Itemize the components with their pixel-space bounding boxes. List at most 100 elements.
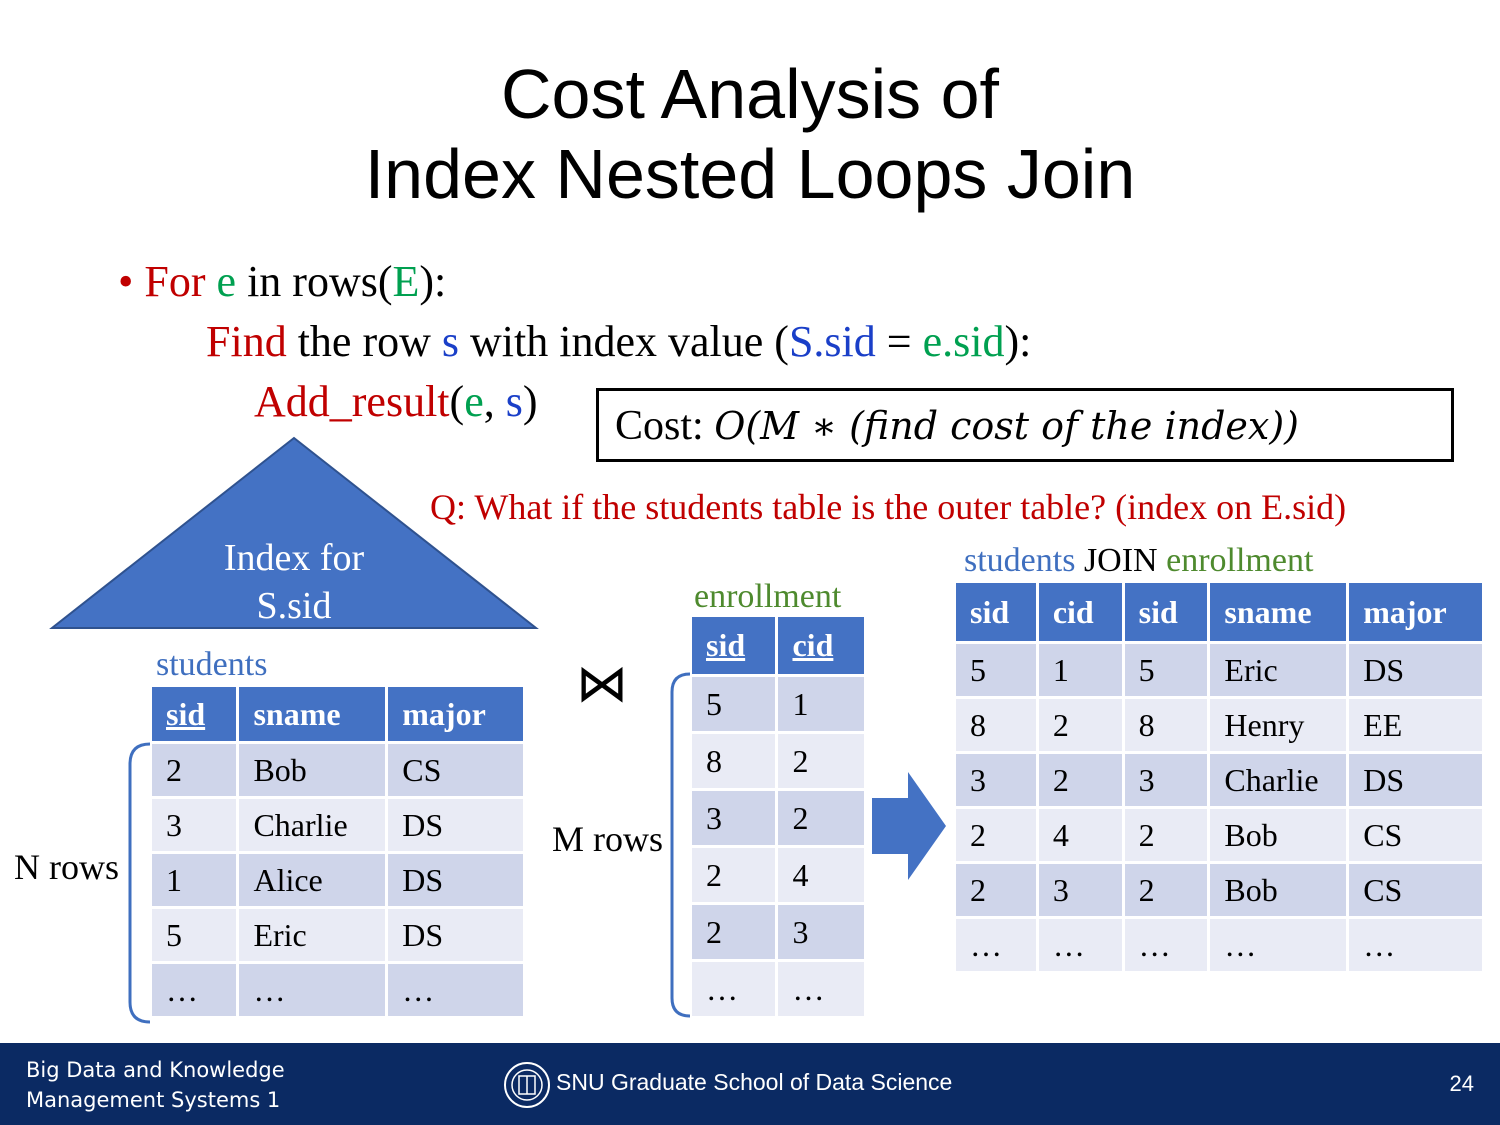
algorithm-line-1: • For e in rows(E): <box>118 258 446 306</box>
table-cell: DS <box>1349 644 1482 696</box>
table-row: 3 2 <box>692 791 864 845</box>
result-table: sid cid sid sname major 5 1 5 Eric DS 8 … <box>953 580 1485 974</box>
table-cell: 2 <box>1124 809 1208 861</box>
column-header: sid <box>1124 583 1208 641</box>
table-cell: 2 <box>956 864 1036 916</box>
text-comma: , <box>483 377 495 426</box>
cost-label: Cost: <box>615 403 704 449</box>
table-cell: … <box>1349 919 1482 971</box>
keyword-find: Find <box>206 317 287 366</box>
table-row: 8 2 <box>692 734 864 788</box>
column-header: cid <box>778 617 864 674</box>
column-header: major <box>1349 583 1482 641</box>
join-symbol: ⋈ <box>576 654 628 714</box>
table-cell: 2 <box>152 744 237 796</box>
table-cell: Charlie <box>1210 754 1347 806</box>
m-rows-bracket <box>670 672 691 1018</box>
table-cell: DS <box>388 799 523 851</box>
table-cell: 4 <box>1038 809 1122 861</box>
table-row: 2 4 <box>692 848 864 902</box>
index-triangle <box>49 436 539 629</box>
column-header: sid <box>152 687 237 741</box>
question-text: Q: What if the students table is the out… <box>430 487 1347 527</box>
table-cell: 2 <box>1124 864 1208 916</box>
right-arrow-icon <box>872 772 946 880</box>
table-cell: 2 <box>778 734 864 788</box>
table-cell: 8 <box>956 699 1036 751</box>
result-label-join: JOIN <box>1083 542 1158 579</box>
keyword-for: For <box>144 257 206 306</box>
table-row: 3 Charlie DS <box>152 799 523 851</box>
table-cell: 5 <box>1124 644 1208 696</box>
table-cell: Bob <box>239 744 386 796</box>
table-cell: 2 <box>1038 699 1122 751</box>
table-cell: Charlie <box>239 799 386 851</box>
table-cell: 2 <box>778 791 864 845</box>
page-number: 24 <box>1449 1071 1474 1096</box>
table-cell: DS <box>1349 754 1482 806</box>
table-row: 2 3 <box>692 905 864 959</box>
n-rows-bracket <box>128 742 151 1024</box>
var-s: s <box>505 377 523 426</box>
table-cell: EE <box>1349 699 1482 751</box>
column-header: cid <box>1038 583 1122 641</box>
text-in-rows: in rows( <box>247 257 393 306</box>
table-cell: Eric <box>1210 644 1347 696</box>
table-row: … … … … … <box>956 919 1482 971</box>
table-cell: Bob <box>1210 864 1347 916</box>
table-cell: 1 <box>152 854 237 906</box>
table-cell: Eric <box>239 909 386 961</box>
table-cell: DS <box>388 854 523 906</box>
table-row: 5 1 5 Eric DS <box>956 644 1482 696</box>
enrollment-label: enrollment <box>694 578 842 615</box>
result-label-enrollment: enrollment <box>1166 542 1314 579</box>
table-cell: … <box>692 962 776 1016</box>
table-row: … … <box>692 962 864 1016</box>
var-e: e <box>464 377 484 426</box>
table-cell: 2 <box>692 905 776 959</box>
table-cell: CS <box>388 744 523 796</box>
text-eq: = <box>886 317 912 366</box>
students-label: students <box>156 646 268 683</box>
text-close: ): <box>419 257 447 306</box>
table-cell: 5 <box>956 644 1036 696</box>
table-cell: 2 <box>692 848 776 902</box>
students-table: sid sname major 2 Bob CS 3 Charlie DS 1 … <box>149 684 526 1019</box>
table-row: 2 Bob CS <box>152 744 523 796</box>
var-e: e <box>216 257 237 306</box>
school-name: SNU Graduate School of Data Science <box>556 1069 953 1095</box>
table-cell: 8 <box>1124 699 1208 751</box>
table-cell: … <box>1124 919 1208 971</box>
table-header-row: sid cid <box>692 617 864 674</box>
course-name-line1: Big Data and Knowledge <box>26 1058 285 1082</box>
table-cell: 3 <box>956 754 1036 806</box>
cost-formula: O(M ∗ (find cost of the index)) <box>714 404 1299 448</box>
table-cell: … <box>956 919 1036 971</box>
table-cell: … <box>1038 919 1122 971</box>
var-E: E <box>392 257 420 306</box>
table-row: 3 2 3 Charlie DS <box>956 754 1482 806</box>
table-cell: 2 <box>956 809 1036 861</box>
table-cell: 5 <box>152 909 237 961</box>
table-cell: Bob <box>1210 809 1347 861</box>
table-row: 8 2 8 Henry EE <box>956 699 1482 751</box>
algorithm-line-3: Add_result(e, s) <box>254 378 538 426</box>
table-cell: 1 <box>1038 644 1122 696</box>
index-label-line2: S.sid <box>256 585 332 627</box>
text-close: ) <box>522 377 538 426</box>
table-cell: 3 <box>778 905 864 959</box>
table-cell: 5 <box>692 677 776 731</box>
table-row: 1 Alice DS <box>152 854 523 906</box>
text-close: ): <box>1004 317 1032 366</box>
table-cell: … <box>388 964 523 1016</box>
table-header-row: sid sname major <box>152 687 523 741</box>
algorithm-line-2: Find the row s with index value (S.sid =… <box>206 318 1031 366</box>
table-cell: 8 <box>692 734 776 788</box>
column-header: major <box>388 687 523 741</box>
table-cell: 3 <box>1038 864 1122 916</box>
table-cell: … <box>1210 919 1347 971</box>
enrollment-table: sid cid 5 1 8 2 3 2 2 4 2 3 … … <box>689 614 867 1019</box>
table-row: 2 4 2 Bob CS <box>956 809 1482 861</box>
table-cell: 3 <box>692 791 776 845</box>
course-name-line2: Management Systems 1 <box>26 1088 281 1112</box>
